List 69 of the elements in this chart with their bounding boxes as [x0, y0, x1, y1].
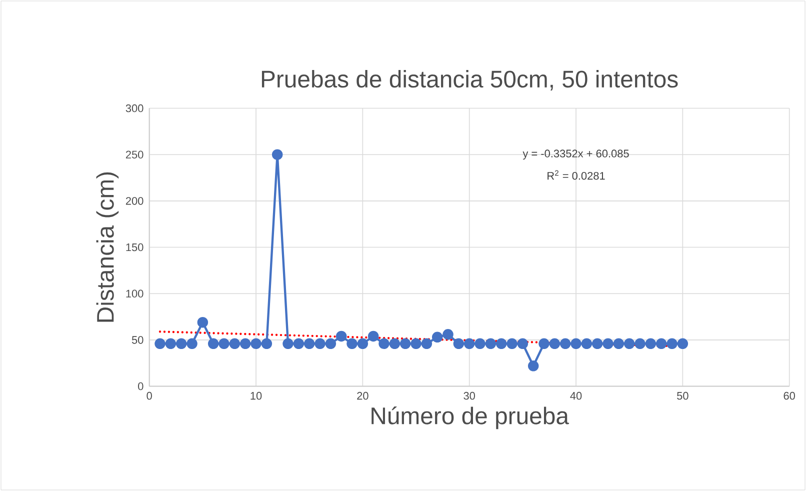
- x-tick-label: 50: [677, 392, 688, 400]
- point: [421, 338, 432, 350]
- annotation: y = -0.3352x + 60.085: [522, 150, 629, 160]
- point: [282, 338, 294, 350]
- point: [229, 338, 240, 350]
- x-tick-label: 0: [146, 392, 152, 400]
- point: [314, 338, 326, 350]
- point: [581, 338, 592, 350]
- x-tick-label: 60: [784, 392, 795, 400]
- point: [272, 149, 283, 160]
- point: [336, 330, 347, 342]
- point: [485, 338, 496, 350]
- point: [304, 338, 315, 350]
- y-tick-label: 300: [126, 104, 144, 112]
- y-axis-title: Distancia (cm): [96, 172, 119, 322]
- x-tick-label: 30: [464, 392, 475, 400]
- point: [613, 338, 624, 350]
- point: [666, 338, 678, 350]
- point: [656, 338, 667, 350]
- point: [528, 360, 539, 372]
- y-tick-label: 250: [126, 150, 144, 158]
- point: [293, 338, 304, 350]
- point: [186, 338, 198, 350]
- point: [464, 338, 475, 350]
- point: [165, 338, 176, 350]
- point: [517, 338, 528, 350]
- point: [432, 332, 443, 343]
- point: [570, 338, 582, 350]
- point: [378, 338, 390, 350]
- x-tick-label: 10: [250, 392, 262, 400]
- y-tick-label: 0: [138, 382, 144, 390]
- point: [506, 338, 518, 350]
- point: [602, 338, 614, 350]
- point: [538, 338, 550, 350]
- point: [357, 338, 368, 350]
- point: [453, 338, 464, 350]
- x-axis-title: Número de prueba: [372, 406, 569, 430]
- point: [240, 338, 251, 350]
- point: [634, 338, 646, 350]
- point: [624, 338, 635, 350]
- y-tick-label: 50: [132, 336, 144, 344]
- point: [154, 338, 166, 350]
- point: [560, 338, 571, 350]
- point: [250, 338, 262, 350]
- point: [208, 338, 219, 350]
- point: [197, 316, 208, 328]
- point: [400, 338, 411, 350]
- y-tick-label: 150: [126, 243, 144, 252]
- point: [176, 338, 187, 350]
- y-tick-label: 200: [126, 197, 144, 205]
- point: [442, 329, 454, 340]
- point: [368, 330, 379, 342]
- point: [261, 338, 272, 350]
- x-tick-label: 20: [357, 392, 368, 400]
- point: [325, 338, 336, 350]
- point: [389, 338, 400, 350]
- point: [410, 338, 422, 350]
- point: [474, 338, 486, 350]
- point: [346, 338, 358, 350]
- point: [218, 338, 230, 350]
- point: [496, 338, 507, 350]
- y-tick-label: 100: [126, 290, 144, 298]
- x-tick-label: 40: [570, 392, 582, 400]
- point: [592, 338, 603, 350]
- chart-title: Pruebas de distancia 50cm, 50 intentos: [262, 70, 678, 90]
- point: [549, 338, 560, 350]
- point: [677, 338, 688, 350]
- point: [645, 338, 656, 350]
- annotation: R$^{2}$ = 0.0281: [548, 170, 605, 180]
